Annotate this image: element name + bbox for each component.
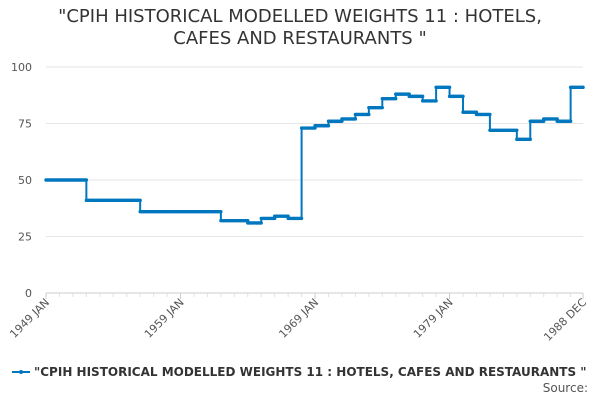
data-point[interactable] bbox=[367, 112, 371, 117]
y-tick-label: 25 bbox=[18, 231, 32, 244]
data-point[interactable] bbox=[528, 137, 532, 142]
x-tick-label: 1969 JAN bbox=[276, 296, 321, 341]
x-tick-label: 1979 JAN bbox=[411, 296, 456, 341]
legend-marker-icon bbox=[12, 367, 30, 377]
data-point[interactable] bbox=[138, 198, 142, 203]
series-line bbox=[46, 86, 583, 224]
x-tick-labels: 1949 JAN 1959 JAN 1969 JAN 1979 JAN 1988 DEC bbox=[7, 296, 589, 344]
data-point[interactable] bbox=[420, 94, 425, 99]
axes bbox=[45, 292, 584, 299]
data-point[interactable] bbox=[447, 85, 452, 90]
chart-title-line-2: CAFES AND RESTAURANTS " bbox=[173, 28, 427, 49]
source-label[interactable]: Source: bbox=[542, 381, 588, 395]
chart-title: "CPIH HISTORICAL MODELLED WEIGHTS 11 : H… bbox=[0, 6, 600, 50]
y-tick-label: 0 bbox=[25, 287, 32, 300]
data-point[interactable] bbox=[259, 221, 263, 225]
data-point[interactable] bbox=[488, 112, 492, 117]
data-point[interactable] bbox=[568, 119, 573, 123]
legend-label: "CPIH HISTORICAL MODELLED WEIGHTS 11 : H… bbox=[34, 364, 587, 379]
y-tick-labels: 0 25 50 75 100 bbox=[11, 61, 32, 300]
series-layer bbox=[44, 85, 585, 225]
data-point[interactable] bbox=[461, 94, 465, 99]
x-tick-label: 1949 JAN bbox=[7, 296, 52, 341]
data-point[interactable] bbox=[394, 96, 398, 101]
data-point[interactable] bbox=[353, 117, 358, 121]
grid-lines bbox=[46, 66, 583, 237]
data-point[interactable] bbox=[515, 128, 519, 132]
chart-title-line-1: "CPIH HISTORICAL MODELLED WEIGHTS 11 : H… bbox=[58, 6, 542, 27]
data-point[interactable] bbox=[219, 209, 223, 214]
data-point[interactable] bbox=[380, 105, 384, 110]
x-tick-label: 1988 DEC bbox=[541, 296, 589, 344]
y-tick-label: 75 bbox=[18, 118, 32, 131]
data-point[interactable] bbox=[84, 178, 89, 182]
data-point[interactable] bbox=[299, 216, 304, 221]
y-tick-label: 100 bbox=[11, 61, 32, 74]
data-point[interactable] bbox=[434, 99, 438, 103]
legend[interactable]: "CPIH HISTORICAL MODELLED WEIGHTS 11 : H… bbox=[12, 364, 600, 382]
y-tick-label: 50 bbox=[18, 174, 32, 187]
data-point[interactable] bbox=[581, 85, 585, 90]
x-tick-label: 1959 JAN bbox=[142, 296, 187, 341]
data-point[interactable] bbox=[326, 124, 331, 128]
